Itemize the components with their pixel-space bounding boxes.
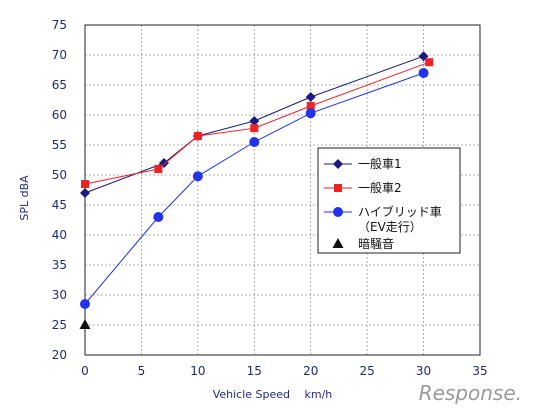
data-point — [249, 137, 260, 147]
data-point — [250, 124, 259, 133]
data-point — [418, 68, 429, 78]
y-tick-label: 30 — [52, 288, 67, 302]
legend-label: ハイブリッド車（EV走行） — [358, 204, 442, 234]
data-point — [305, 108, 316, 119]
data-point — [153, 212, 164, 222]
legend: 一般車1 一般車2 ハイブリッド車（EV走行） 暗騒音 — [317, 147, 461, 254]
series-line — [84, 55, 424, 194]
x-tick-label: 35 — [472, 364, 487, 378]
legend-label-line: 一般車1 — [358, 156, 402, 171]
legend-label-line: 暗騒音 — [358, 236, 394, 251]
legend-item-2: 一般車2 — [324, 180, 402, 195]
y-tick-label: 20 — [52, 348, 67, 362]
y-tick-label: 70 — [52, 48, 67, 62]
y-tick-label: 75 — [52, 18, 67, 32]
y-tick-label: 40 — [52, 228, 67, 242]
y-tick-label: 45 — [52, 198, 67, 212]
x-tick-label: 10 — [190, 364, 205, 378]
legend-item-4: 暗騒音 — [332, 236, 394, 251]
series-line — [84, 72, 424, 305]
legend-box — [317, 147, 461, 254]
data-point — [154, 165, 163, 173]
legend-label-line: 一般車2 — [358, 180, 402, 195]
legend-marker — [332, 238, 344, 248]
tick-labels: 0 5 10 15 20 25 30 35 20 25 30 35 40 45 50 55 60 65 70 75 — [52, 18, 488, 378]
legend-marker — [333, 159, 343, 169]
data-point — [425, 58, 434, 67]
x-tick-label: 30 — [416, 364, 431, 378]
legend-item-3: ハイブリッド車（EV走行） — [324, 204, 442, 234]
data-point — [79, 319, 91, 329]
legend-marker — [334, 184, 342, 192]
legend-item-1: 一般車1 — [324, 156, 402, 171]
data-point — [249, 116, 260, 126]
series-group — [79, 51, 434, 329]
x-axis-label: Vehicle Speed km/h — [213, 388, 333, 401]
series-4 — [79, 319, 91, 329]
x-tick-label: 20 — [303, 364, 318, 378]
data-point — [193, 132, 202, 140]
series-line — [84, 61, 430, 185]
legend-marker — [333, 207, 343, 217]
y-axis-label: SPL dBA — [18, 175, 31, 221]
data-point — [192, 171, 203, 182]
y-tick-label: 60 — [52, 108, 67, 122]
x-tick-label: 5 — [138, 364, 146, 378]
x-tick-label: 25 — [360, 364, 375, 378]
y-tick-label: 25 — [52, 318, 67, 332]
response-watermark: Response. — [419, 381, 522, 405]
x-tick-label: 15 — [247, 364, 262, 378]
data-point — [305, 92, 316, 102]
data-point — [80, 188, 90, 198]
data-point — [80, 299, 90, 309]
y-tick-label: 55 — [52, 138, 67, 152]
data-point — [306, 102, 315, 110]
data-point — [81, 180, 89, 188]
y-tick-label: 50 — [52, 168, 67, 182]
series-2 — [81, 58, 434, 188]
legend-label-line: （EV走行） — [358, 220, 422, 234]
y-tick-label: 65 — [52, 78, 67, 92]
y-tick-label: 35 — [52, 258, 67, 272]
legend-label: 一般車1 — [358, 156, 402, 171]
legend-label: 一般車2 — [358, 180, 402, 195]
x-tick-label: 0 — [81, 364, 89, 378]
legend-label-line: ハイブリッド車 — [358, 204, 442, 219]
series-3 — [80, 68, 429, 309]
legend-label: 暗騒音 — [358, 236, 394, 251]
